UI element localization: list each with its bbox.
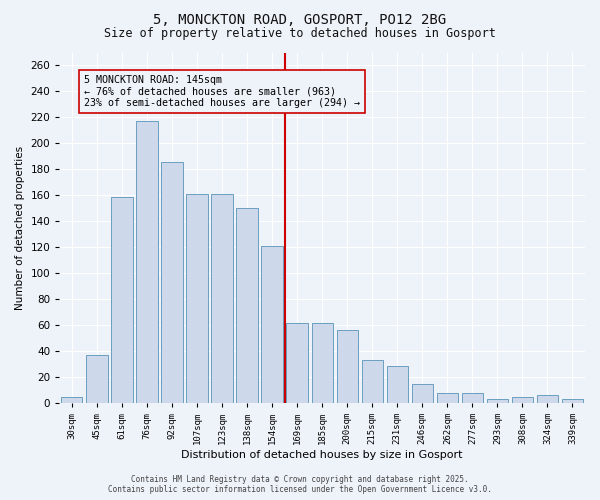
Text: 5 MONCKTON ROAD: 145sqm
← 76% of detached houses are smaller (963)
23% of semi-d: 5 MONCKTON ROAD: 145sqm ← 76% of detache… (85, 74, 361, 108)
Text: 5, MONCKTON ROAD, GOSPORT, PO12 2BG: 5, MONCKTON ROAD, GOSPORT, PO12 2BG (154, 12, 446, 26)
Bar (562, 400, 583, 403)
Bar (262, 246, 283, 403)
Bar (136, 122, 158, 403)
Text: Contains HM Land Registry data © Crown copyright and database right 2025.
Contai: Contains HM Land Registry data © Crown c… (108, 474, 492, 494)
Bar (337, 330, 358, 403)
Bar (512, 396, 533, 403)
Bar (111, 196, 133, 403)
Bar (362, 360, 383, 403)
Bar (211, 194, 233, 403)
Y-axis label: Number of detached properties: Number of detached properties (15, 146, 25, 310)
Bar (286, 322, 308, 403)
Bar (462, 393, 483, 403)
Text: Size of property relative to detached houses in Gosport: Size of property relative to detached ho… (104, 28, 496, 40)
Bar (437, 393, 458, 403)
Bar (412, 384, 433, 403)
Bar (187, 194, 208, 403)
X-axis label: Distribution of detached houses by size in Gosport: Distribution of detached houses by size … (181, 450, 463, 460)
Bar (311, 322, 333, 403)
Bar (537, 396, 558, 403)
Bar (487, 400, 508, 403)
Bar (61, 396, 82, 403)
Bar (86, 355, 107, 403)
Bar (161, 162, 182, 403)
Bar (236, 208, 258, 403)
Bar (386, 366, 408, 403)
